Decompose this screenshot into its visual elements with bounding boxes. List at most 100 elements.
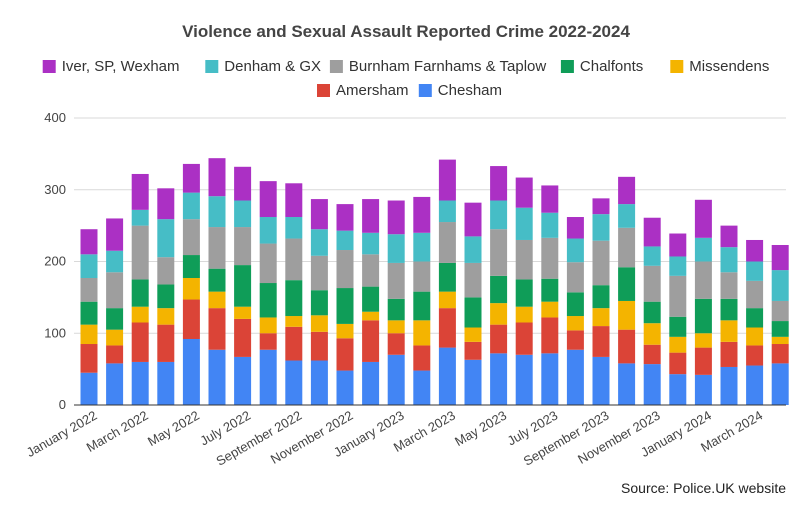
bar-segment [566, 262, 584, 293]
bar-segment [464, 359, 482, 405]
bar-segment [515, 306, 533, 323]
bar-segment [669, 316, 687, 337]
bars [80, 158, 789, 405]
bar-segment [285, 238, 303, 281]
bar-segment [106, 250, 124, 273]
bar-segment [490, 324, 508, 354]
bar-segment [515, 239, 533, 280]
bar-segment [106, 218, 124, 251]
bar-segment [515, 177, 533, 208]
bar-segment [259, 283, 277, 318]
bar-segment [234, 265, 252, 307]
bar-segment [362, 320, 380, 362]
bar-segment [336, 338, 354, 371]
bar-segment [387, 262, 405, 299]
x-tick-label: May 2023 [452, 408, 509, 450]
bar-segment [259, 243, 277, 284]
bar-segment [464, 262, 482, 298]
bar-segment [771, 363, 789, 405]
bar-segment [131, 279, 149, 307]
bar-segment [515, 207, 533, 240]
bar-segment [362, 232, 380, 255]
bar-segment [720, 366, 738, 405]
bar-segment [310, 229, 328, 256]
bar-segment [259, 181, 277, 218]
bar-segment [208, 291, 226, 309]
bar-segment [771, 344, 789, 364]
bar-segment [234, 166, 252, 201]
bar-segment [771, 321, 789, 337]
bar-segment [438, 159, 456, 201]
bar-segment [618, 227, 636, 268]
bar-segment [618, 267, 636, 301]
bar-segment [592, 308, 610, 327]
y-tick-label: 0 [59, 397, 66, 412]
bar-segment [234, 318, 252, 357]
bar-segment [566, 292, 584, 317]
bar-segment [438, 347, 456, 405]
legend-swatch [560, 60, 574, 73]
bar-segment [80, 344, 98, 373]
bar-segment [746, 308, 764, 328]
y-tick-label: 100 [44, 325, 66, 340]
bar-segment [720, 298, 738, 321]
bar-segment [720, 320, 738, 342]
bar-segment [669, 352, 687, 375]
bar-segment [310, 360, 328, 405]
bar-segment [387, 298, 405, 321]
bar-segment [157, 219, 175, 258]
bar-segment [208, 308, 226, 350]
bar-segment [310, 199, 328, 230]
bar-segment [413, 232, 431, 262]
bar-segment [643, 364, 661, 405]
bar-segment [720, 341, 738, 367]
bar-segment [515, 354, 533, 405]
bar-segment [490, 353, 508, 405]
bar-segment [285, 360, 303, 405]
bar-segment [80, 254, 98, 279]
bar-segment [106, 363, 124, 405]
bar-segment [413, 196, 431, 233]
bar-segment [157, 361, 175, 405]
bar-segment [746, 261, 764, 281]
bar-segment [746, 327, 764, 346]
bar-segment [208, 158, 226, 197]
bar-segment [490, 229, 508, 276]
bar-segment [438, 308, 456, 348]
bar-segment [80, 372, 98, 405]
bar-segment [746, 239, 764, 262]
bar-segment [515, 279, 533, 307]
bar-segment [541, 353, 559, 405]
legend-swatch [329, 60, 343, 73]
bar-segment [771, 244, 789, 271]
bar-segment [746, 280, 764, 309]
bar-segment [80, 278, 98, 302]
bar-segment [541, 237, 559, 279]
bar-segment [157, 284, 175, 309]
bar-segment [618, 204, 636, 228]
bar-segment [106, 308, 124, 330]
bar-segment [259, 333, 277, 350]
bar-segment [131, 173, 149, 210]
bar-segment [157, 308, 175, 325]
bar-segment [387, 200, 405, 235]
bar-segment [182, 163, 200, 193]
bar-segment [694, 237, 712, 262]
bar-segment [592, 198, 610, 215]
bar-segment [694, 347, 712, 375]
bar-segment [643, 217, 661, 247]
bar-segment [669, 275, 687, 317]
bar-segment [643, 246, 661, 266]
bar-segment [182, 219, 200, 256]
bar-segment [618, 300, 636, 330]
legend: Iver, SP, Wexham Denham & GX Burnham Farnh… [42, 58, 769, 99]
bar-segment [720, 247, 738, 273]
y-tick-label: 300 [44, 182, 66, 197]
bar-segment [438, 291, 456, 309]
bar-segment [234, 200, 252, 228]
bar-segment [464, 327, 482, 342]
bar-segment [592, 326, 610, 357]
bar-segment [541, 278, 559, 302]
bar-segment [106, 272, 124, 309]
